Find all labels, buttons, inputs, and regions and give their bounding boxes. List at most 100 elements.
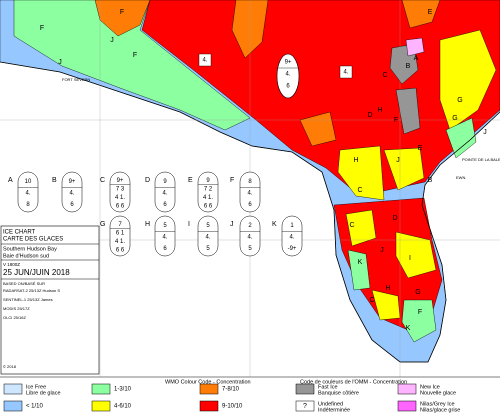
egg-line: 5 (163, 223, 167, 229)
ice-region (401, 0, 441, 29)
map-egg (276, 53, 300, 99)
egg-codes: A 10 4. 8 B 9+ 4. 6 C 9+ 7 3 4 1. 6 6 D 9 4. 6 E 9 7 2 4 1. 6… (8, 171, 303, 257)
region-label: C (349, 222, 354, 229)
legend-swatch (91, 400, 111, 412)
egg-line: 4. (247, 235, 252, 241)
egg-line: 6 6 (204, 203, 213, 209)
region-label: F (133, 52, 137, 59)
legend-title-fr: Code de couleurs de l'OMM - Concentratio… (300, 379, 407, 385)
region-label: B (428, 177, 433, 184)
egg-letter: A (8, 177, 13, 184)
egg-letter: B (52, 177, 57, 184)
ice-region (383, 147, 425, 191)
region-label: H (377, 107, 382, 114)
region-label: G (415, 289, 420, 296)
egg-line: 8 (248, 179, 252, 185)
region-label: J (396, 157, 400, 164)
ice-region (299, 111, 337, 147)
legend-swatch (3, 383, 23, 395)
egg-oval (154, 215, 176, 257)
ice-region (395, 87, 421, 135)
egg-oval (61, 171, 83, 213)
title-block: ICE CHART CARTE DES GLACES Southern Huds… (0, 225, 100, 375)
region-label: E (428, 9, 433, 16)
title-fr: CARTE DES GLACES (3, 237, 63, 243)
egg-line: 5 (206, 223, 210, 229)
region-label: F (394, 117, 398, 124)
source: MODIS 25/17Z (3, 306, 30, 311)
egg-line: 7 3 (116, 186, 125, 192)
ice-region (94, 0, 151, 37)
egg-line: 4. (247, 191, 252, 197)
egg-letter: F (230, 177, 234, 184)
legend-label-fr: Libre de glace (26, 390, 61, 396)
coastline (0, 61, 500, 363)
egg-line: 4. (162, 235, 167, 241)
ice-region (337, 145, 385, 201)
region-label: F (418, 309, 422, 316)
legend-label: 9-10/10 (222, 404, 243, 410)
region-label: F (40, 25, 44, 32)
region-label: H (353, 157, 358, 164)
egg-line: 9 (206, 178, 210, 184)
map-egg-text: 6 (286, 84, 290, 90)
map-box-text: 4. (202, 58, 207, 64)
region-label: H (385, 285, 390, 292)
region-label: C (357, 187, 362, 194)
egg-line: 4. (69, 191, 74, 197)
date: 25 JUN/JUIN 2018 (3, 268, 70, 277)
map-box-text: 4. (343, 70, 348, 76)
egg-oval (197, 171, 219, 213)
legend-swatch (3, 400, 23, 412)
title: ICE CHART (3, 230, 36, 236)
ice-region (395, 231, 437, 279)
ice-region (445, 117, 477, 159)
ice-region (405, 37, 425, 57)
egg-letter: K (272, 221, 277, 228)
legend-swatch (295, 400, 315, 412)
egg-line: 6 (70, 202, 74, 208)
egg-line: 5 (248, 246, 252, 252)
egg-letter: J (230, 221, 234, 228)
egg-letter: C (100, 177, 105, 184)
region-label: C (369, 297, 374, 304)
ice-region (401, 299, 437, 343)
legend-label: 4-6/10 (114, 404, 132, 410)
legend-title: WMO Colour Code - Concentration (165, 379, 251, 385)
egg-line: 8 (26, 202, 30, 208)
legend-label: 7-8/10 (222, 387, 240, 393)
region-label: D (367, 112, 372, 119)
source: SENTINEL-1 25/13Z James (3, 297, 53, 302)
region-label: C (382, 72, 387, 79)
ice-region (13, 0, 251, 131)
egg-letter: E (188, 177, 193, 184)
egg-line: 4. (162, 191, 167, 197)
egg-line: 6 6 (116, 203, 125, 209)
region-label: A (414, 55, 419, 62)
egg-line: -9+ (288, 246, 297, 252)
region-label: K (358, 259, 363, 266)
legend-swatch (295, 383, 315, 395)
source: OLCI 25/16Z (3, 315, 26, 320)
region-label: D (392, 215, 397, 222)
legend-label: Undefined (318, 401, 343, 407)
copyright: © 2018 (3, 364, 17, 369)
legend-label: New Ice (420, 384, 440, 390)
ice-region (439, 29, 497, 131)
egg-oval (281, 215, 303, 257)
egg-line: 9+ (69, 179, 76, 185)
legend-label: 1-3/10 (114, 387, 132, 393)
egg-oval (109, 171, 131, 213)
egg-line: 6 6 (116, 247, 125, 253)
legend-label: Nilas/Grey Ice (420, 401, 455, 407)
region-label: E (418, 145, 423, 152)
region-label: G (457, 97, 462, 104)
based-on: BASED ON/BASÉ SUR (3, 281, 45, 286)
egg-letter: D (145, 177, 150, 184)
egg-oval (17, 171, 39, 213)
egg-line: 4. (25, 191, 30, 197)
egg-line: 9 (163, 179, 167, 185)
legend-swatch (397, 383, 417, 395)
region-label: K (406, 325, 411, 332)
